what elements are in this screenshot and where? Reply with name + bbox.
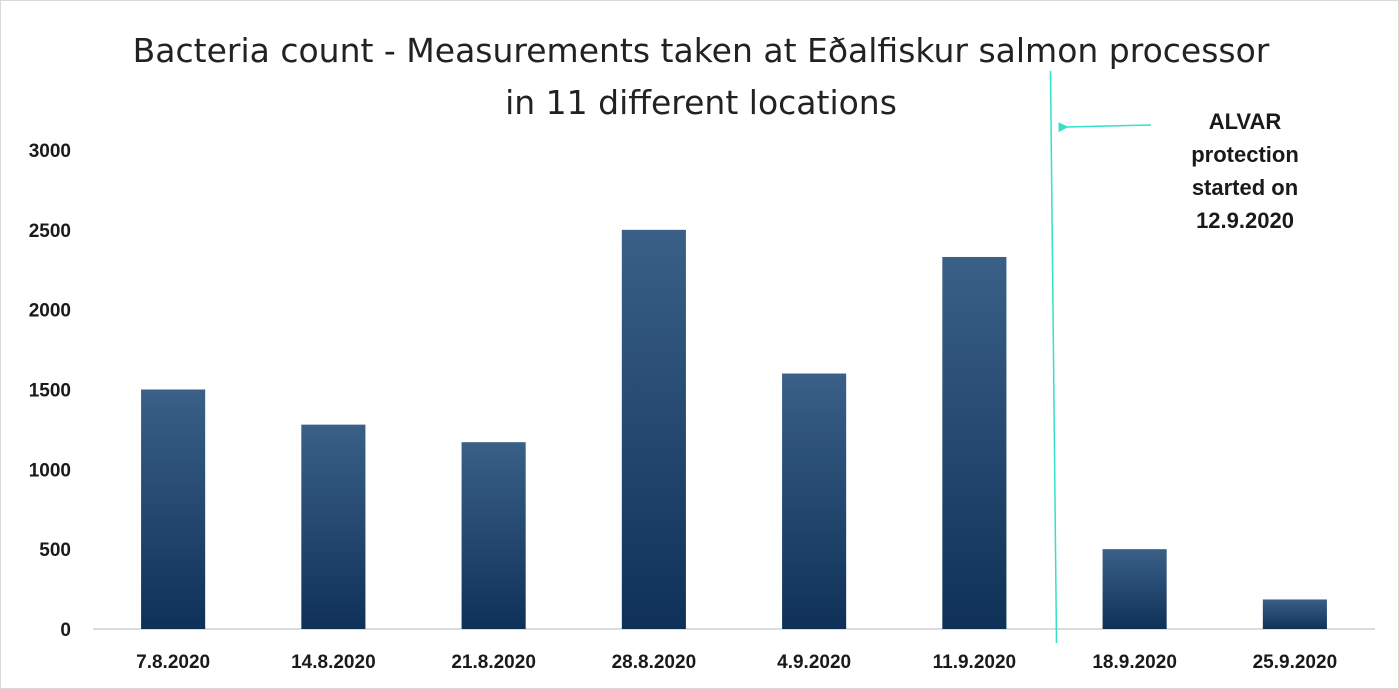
x-tick-label: 7.8.2020 [136, 652, 210, 673]
y-axis-ticks: 0 500 1000 1500 2000 2500 3000 [29, 141, 71, 641]
x-tick-label: 11.9.2020 [933, 652, 1016, 673]
chart-title: Bacteria count - Measurements taken at E… [132, 31, 1270, 122]
annotation-line: started on [1192, 175, 1298, 200]
bar [141, 389, 206, 629]
x-axis-ticks: 7.8.2020 14.8.2020 21.8.2020 28.8.2020 4.9.2… [136, 652, 1337, 673]
alvar-annotation: ALVAR protection started on 12.9.2020 [1191, 109, 1299, 233]
y-tick-label: 500 [39, 540, 71, 561]
bar [461, 442, 526, 629]
annotation-line: ALVAR [1209, 109, 1282, 134]
bar [1102, 549, 1167, 629]
y-tick-label: 1000 [29, 460, 71, 481]
alvar-start-marker-line [1049, 70, 1058, 644]
bar [782, 373, 847, 629]
y-tick-label: 3000 [29, 141, 71, 162]
alvar-start-arrow [1058, 122, 1152, 133]
y-tick-label: 2000 [29, 301, 71, 322]
x-tick-label: 14.8.2020 [291, 652, 376, 673]
annotation-line: protection [1191, 142, 1299, 167]
bar [1262, 599, 1327, 629]
y-tick-label: 0 [60, 620, 71, 641]
x-tick-label: 28.8.2020 [612, 652, 697, 673]
x-tick-label: 4.9.2020 [777, 652, 851, 673]
bar [301, 424, 366, 629]
annotation-line: 12.9.2020 [1196, 208, 1294, 233]
x-tick-label: 25.9.2020 [1253, 652, 1338, 673]
x-tick-label: 21.8.2020 [451, 652, 536, 673]
y-tick-label: 2500 [29, 221, 71, 242]
y-tick-label: 1500 [29, 381, 71, 402]
bar [942, 256, 1007, 629]
bars-group [141, 229, 1327, 630]
x-tick-label: 18.9.2020 [1092, 652, 1177, 673]
bar [621, 229, 686, 630]
